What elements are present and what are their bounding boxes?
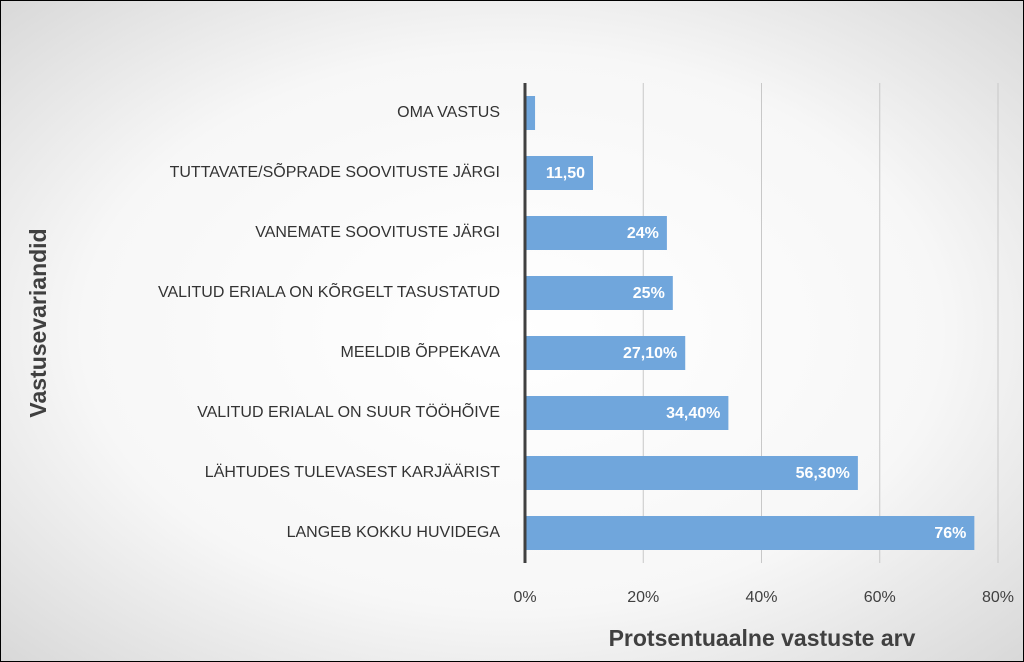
- y-tick-label: OMA VASTUS: [397, 104, 500, 121]
- data-label: 34,40%: [666, 405, 720, 422]
- bar: [525, 276, 673, 310]
- y-tick-label: TUTTAVATE/SÕPRADE SOOVITUSTE JÄRGI: [170, 161, 500, 181]
- bar: [525, 216, 667, 250]
- x-axis-title: Protsentuaalne vastuste arv: [609, 625, 916, 651]
- bar: [525, 336, 686, 370]
- data-label: 11,50: [546, 165, 585, 182]
- data-label: 25%: [633, 285, 665, 302]
- y-tick-label: VALITUD ERIALAL ON SUUR TÖÖHÕIVE: [197, 401, 500, 421]
- data-label: 56,30%: [796, 465, 850, 482]
- bar: [525, 396, 729, 430]
- bar: [525, 516, 975, 550]
- x-tick-label: 40%: [745, 589, 777, 606]
- data-label: 27,10%: [623, 345, 677, 362]
- y-axis-title: Vastusevariandid: [25, 228, 51, 417]
- bar: [525, 96, 536, 130]
- y-tick-label: VALITUD ERIALA ON KÕRGELT TASUSTATUD: [158, 281, 500, 301]
- bar: [525, 156, 593, 190]
- y-tick-label: LANGEB KOKKU HUVIDEGA: [287, 524, 501, 541]
- bar: [525, 456, 858, 490]
- y-tick-label: VANEMATE SOOVITUSTE JÄRGI: [255, 223, 500, 241]
- x-tick-label: 0%: [513, 589, 536, 606]
- y-tick-label: MEELDIB ÕPPEKAVA: [341, 341, 501, 361]
- x-tick-label: 60%: [864, 589, 896, 606]
- x-tick-label: 80%: [982, 589, 1014, 606]
- x-tick-label: 20%: [627, 589, 659, 606]
- y-tick-label: LÄHTUDES TULEVASEST KARJÄÄRIST: [205, 463, 500, 481]
- data-label: 76%: [934, 525, 966, 542]
- data-label: 24%: [627, 225, 659, 242]
